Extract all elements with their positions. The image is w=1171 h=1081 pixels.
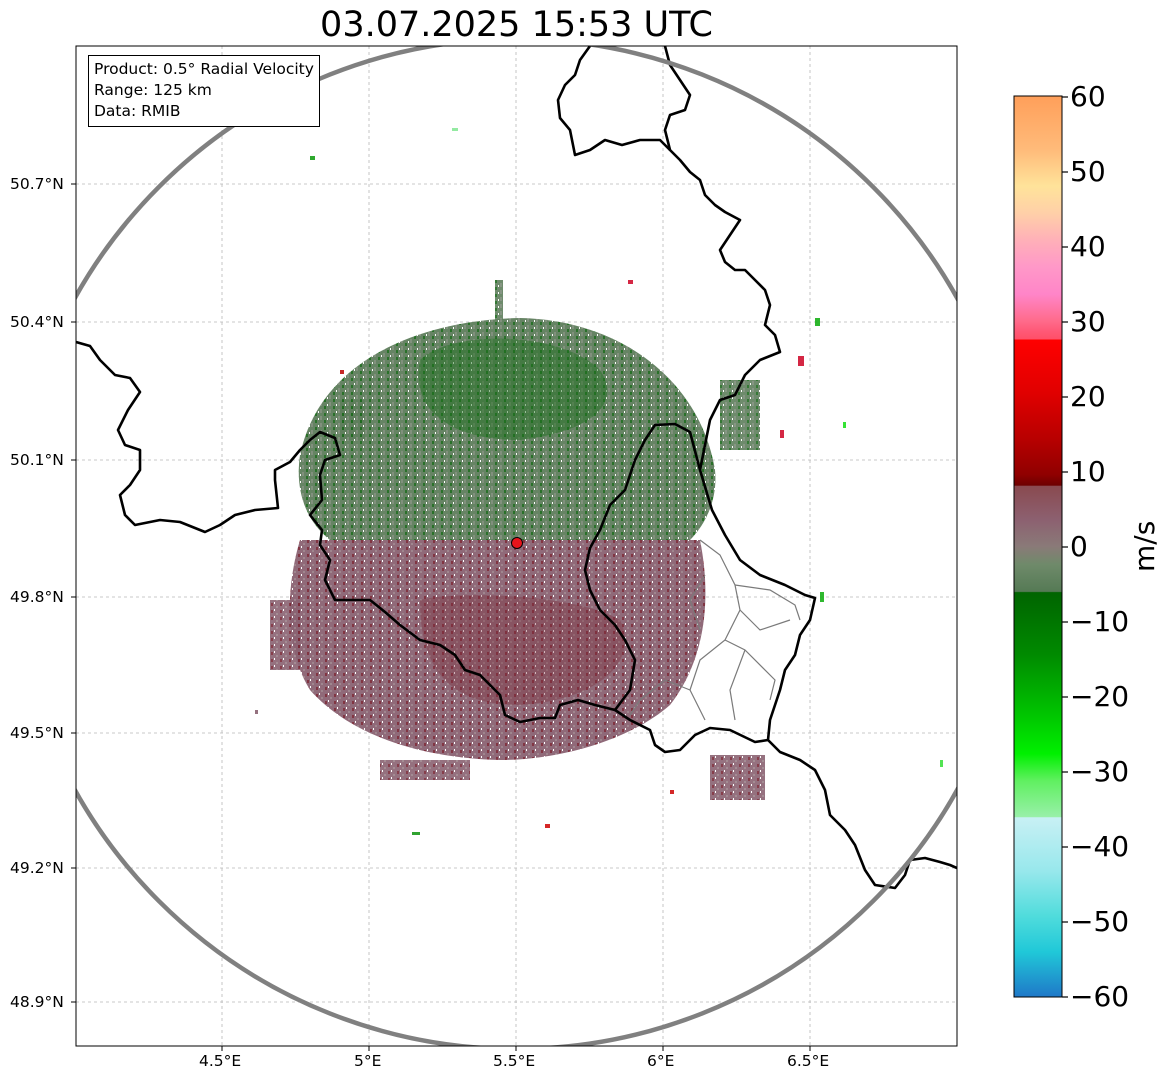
info-range: Range: 125 km xyxy=(94,81,212,99)
colorbar-label: 20 xyxy=(1070,380,1106,413)
lat-label: 49.8°N xyxy=(10,588,64,606)
map-title: 03.07.2025 15:53 UTC xyxy=(320,5,713,45)
radar-site-marker xyxy=(511,537,523,549)
national-borders xyxy=(76,46,957,890)
colorbar-label: 30 xyxy=(1070,305,1106,338)
colorbar-label: 50 xyxy=(1070,155,1106,188)
lon-label: 4.5°E xyxy=(199,1052,242,1070)
info-box: Product: 0.5° Radial Velocity Range: 125… xyxy=(88,55,320,127)
lat-label: 50.4°N xyxy=(10,313,64,331)
lon-label: 6.5°E xyxy=(787,1052,830,1070)
lat-label: 48.9°N xyxy=(10,993,64,1011)
colorbar-label: −50 xyxy=(1070,905,1130,938)
colorbar-label: −60 xyxy=(1070,980,1130,1013)
lat-label: 50.7°N xyxy=(10,175,64,193)
lon-label: 5.5°E xyxy=(493,1052,536,1070)
colorbar-label: 0 xyxy=(1070,530,1088,563)
echo-receding xyxy=(289,540,706,760)
colorbar-label: 40 xyxy=(1070,230,1106,263)
colorbar-label: 10 xyxy=(1070,455,1106,488)
colorbar-label: 60 xyxy=(1070,80,1106,113)
lon-label: 5°E xyxy=(354,1052,382,1070)
lat-label: 50.1°N xyxy=(10,451,64,469)
colorbar-ticks xyxy=(1062,96,1068,998)
echo-approaching xyxy=(298,318,716,540)
colorbar-label: −30 xyxy=(1070,755,1130,788)
lat-label: 49.5°N xyxy=(10,724,64,742)
axis-ticks xyxy=(71,183,811,1051)
colorbar-label: −40 xyxy=(1070,830,1130,863)
canton-boundaries xyxy=(629,539,801,721)
colorbar-label: −20 xyxy=(1070,680,1130,713)
colorbar-label: −10 xyxy=(1070,605,1130,638)
lat-label: 49.2°N xyxy=(10,859,64,877)
fringe-echoes xyxy=(255,128,943,835)
info-data-source: Data: RMIB xyxy=(94,102,181,120)
colorbar xyxy=(1013,95,1063,998)
info-product: Product: 0.5° Radial Velocity xyxy=(94,60,314,78)
lon-label: 6°E xyxy=(647,1052,675,1070)
colorbar-unit-text: m/s xyxy=(1128,520,1161,572)
